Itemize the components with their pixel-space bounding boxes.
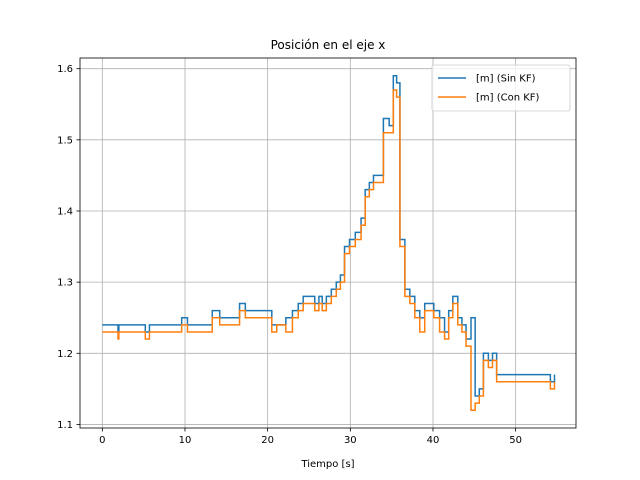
x-tick-label: 0 [99, 435, 105, 446]
x-tick-label: 40 [427, 435, 440, 446]
x-tick-label: 30 [344, 435, 357, 446]
chart-title: Posición en el eje x [271, 38, 386, 52]
x-tick-label: 10 [179, 435, 192, 446]
legend-label: [m] (Con KF) [476, 93, 540, 104]
y-tick-label: 1.3 [57, 278, 73, 289]
axis-ticks: 0 10 20 30 40 50 1.1 1.2 1.3 1.4 1.5 1.6 [57, 64, 522, 446]
x-tick-label: 50 [509, 435, 522, 446]
y-tick-label: 1.5 [57, 135, 73, 146]
grid [80, 58, 576, 428]
x-tick-label: 20 [261, 435, 274, 446]
y-tick-label: 1.4 [57, 206, 73, 217]
legend: [m] (Sin KF) [m] (Con KF) [431, 64, 571, 112]
plot-area [79, 57, 577, 429]
series-line-con-kf [102, 89, 556, 411]
y-tick-label: 1.1 [57, 420, 73, 431]
x-axis-label: Tiempo [s] [300, 459, 354, 470]
series-group [102, 75, 556, 411]
y-tick-label: 1.2 [57, 349, 73, 360]
y-tick-label: 1.6 [57, 64, 73, 75]
legend-box [431, 64, 571, 112]
legend-label: [m] (Sin KF) [476, 74, 536, 85]
